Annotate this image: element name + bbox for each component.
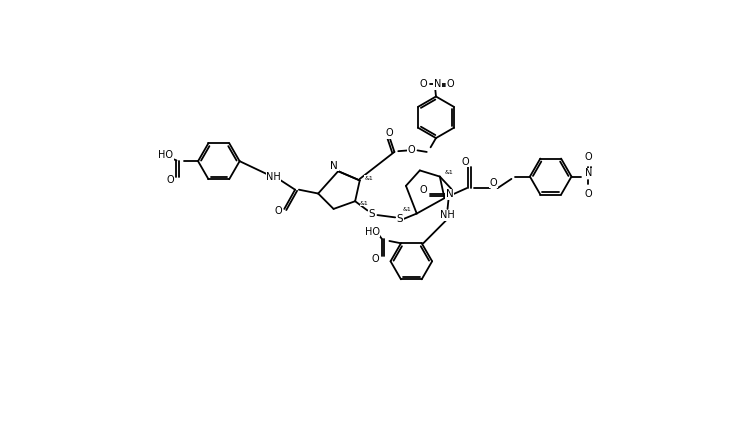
Text: O: O — [274, 206, 282, 216]
Text: O: O — [408, 146, 415, 156]
Text: NH: NH — [440, 210, 455, 220]
Text: &1: &1 — [360, 201, 369, 206]
Text: &1: &1 — [445, 170, 453, 175]
Text: HO: HO — [365, 227, 380, 237]
Text: N: N — [585, 168, 592, 178]
Text: O: O — [372, 254, 379, 264]
Text: &1: &1 — [403, 207, 412, 212]
Text: O: O — [420, 79, 427, 89]
Text: N: N — [330, 161, 338, 171]
Text: O: O — [166, 175, 174, 184]
Text: O: O — [585, 189, 592, 199]
Text: HO: HO — [158, 150, 173, 160]
Text: O: O — [461, 157, 469, 167]
Text: N: N — [434, 79, 441, 89]
Text: S: S — [397, 214, 403, 224]
Text: S: S — [369, 209, 376, 219]
Text: O: O — [386, 128, 394, 139]
Text: O: O — [585, 152, 592, 162]
Text: O: O — [420, 184, 427, 195]
Text: NH: NH — [266, 172, 281, 181]
Text: O: O — [447, 79, 455, 89]
Text: O: O — [490, 178, 498, 188]
Text: N: N — [446, 189, 454, 199]
Text: &1: &1 — [365, 176, 373, 181]
